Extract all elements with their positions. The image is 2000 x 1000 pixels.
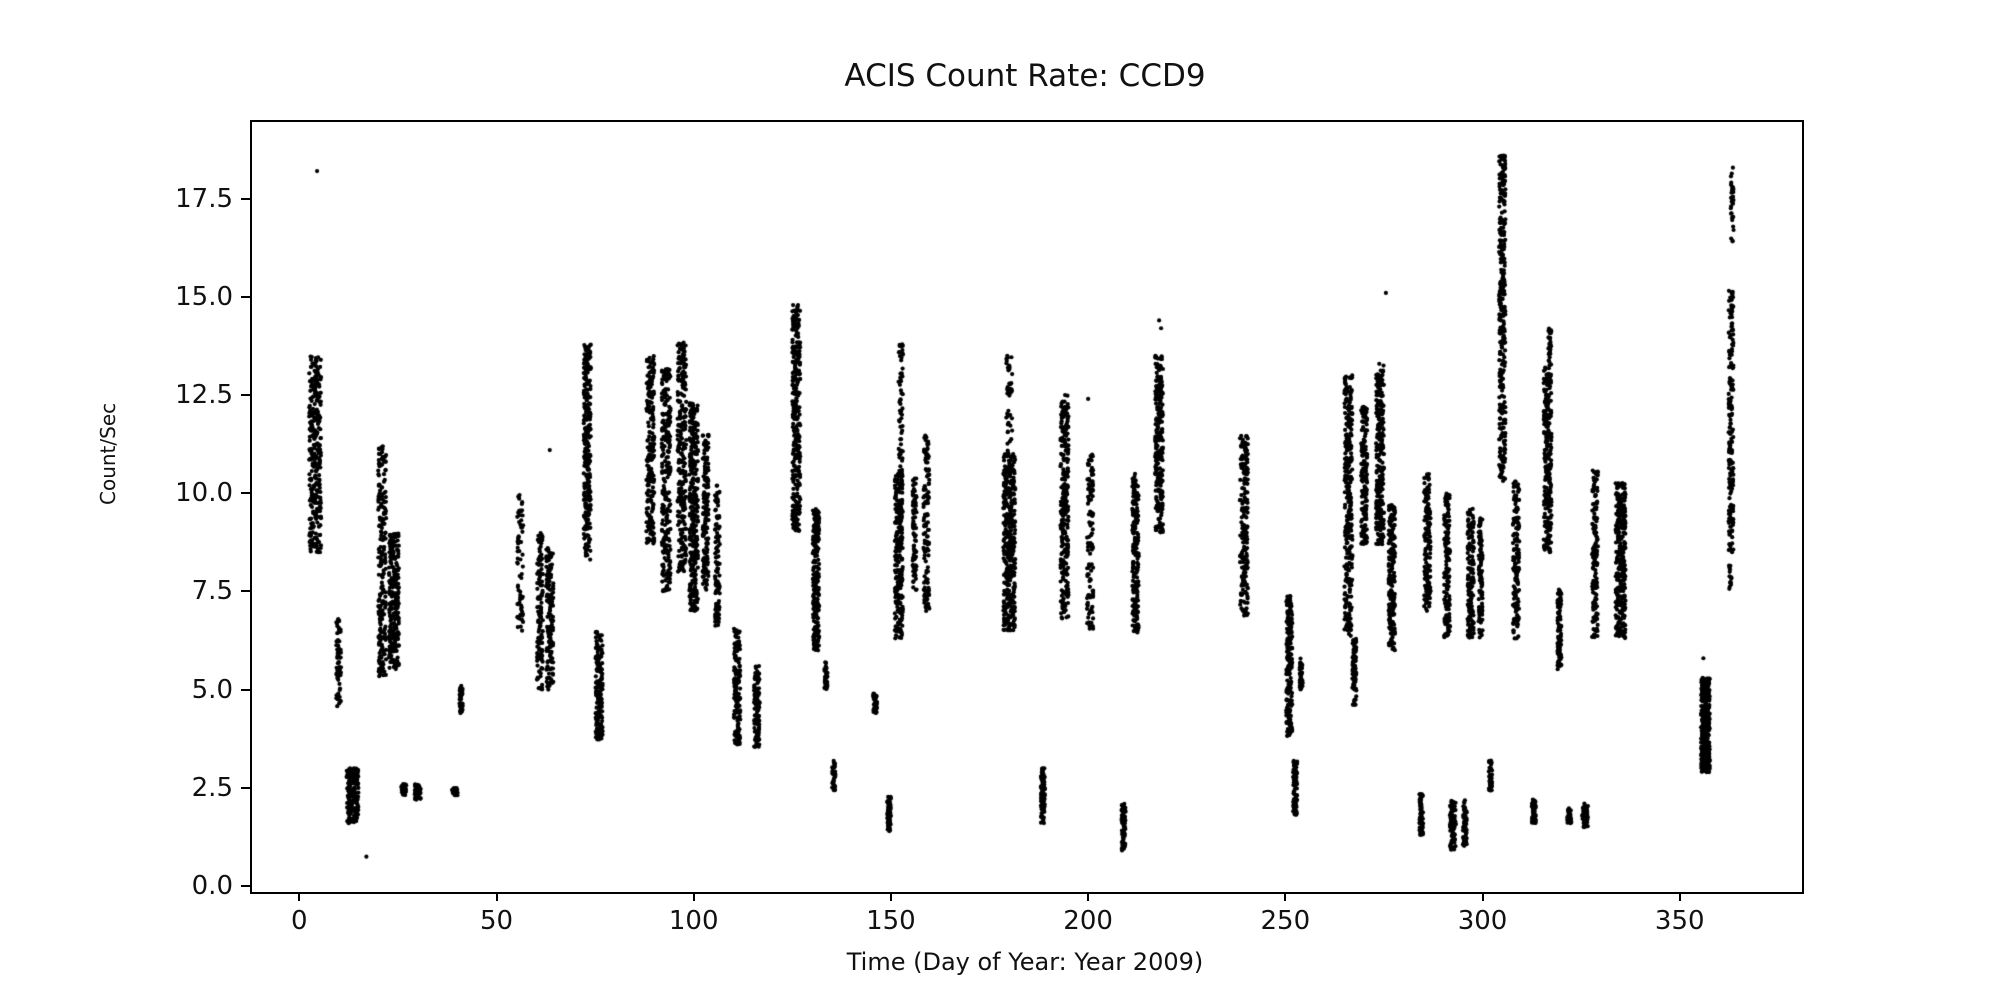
y-tick-mark [241, 688, 250, 691]
x-tick-label: 150 [866, 906, 916, 936]
x-tick-mark [1284, 892, 1287, 901]
x-tick-mark [1678, 892, 1681, 901]
x-tick-mark [1481, 892, 1484, 901]
x-tick-label: 250 [1260, 906, 1311, 936]
x-tick-mark [889, 892, 892, 901]
y-tick-label: 10.0 [175, 478, 233, 509]
x-tick-label: 200 [1063, 906, 1113, 936]
scatter-points-canvas [252, 122, 1802, 892]
x-tick-mark [495, 892, 498, 901]
x-tick-label: 50 [479, 906, 514, 936]
y-tick-label: 12.5 [175, 380, 233, 411]
chart-title: ACIS Count Rate: CCD9 [844, 58, 1206, 94]
y-tick-mark [241, 394, 250, 397]
x-tick-mark [1087, 892, 1090, 901]
x-tick-label: 300 [1457, 906, 1508, 936]
x-tick-mark [692, 892, 695, 901]
y-tick-label: 5.0 [191, 674, 233, 705]
x-tick-mark [298, 892, 301, 901]
x-axis-label: Time (Day of Year: Year 2009) [846, 948, 1204, 976]
y-tick-label: 0.0 [191, 871, 233, 902]
y-tick-label: 15.0 [175, 281, 233, 312]
x-tick-label: 100 [668, 906, 719, 936]
x-tick-label: 350 [1654, 906, 1705, 936]
y-tick-label: 2.5 [191, 772, 233, 803]
y-tick-mark [241, 786, 250, 789]
y-tick-mark [241, 295, 250, 298]
y-tick-mark [241, 885, 250, 888]
y-tick-mark [241, 492, 250, 495]
y-tick-mark [241, 590, 250, 593]
x-tick-label: 0 [291, 906, 308, 936]
plot-area [250, 120, 1804, 894]
y-tick-label: 17.5 [175, 183, 233, 214]
y-tick-mark [241, 197, 250, 200]
y-tick-label: 7.5 [191, 576, 233, 607]
